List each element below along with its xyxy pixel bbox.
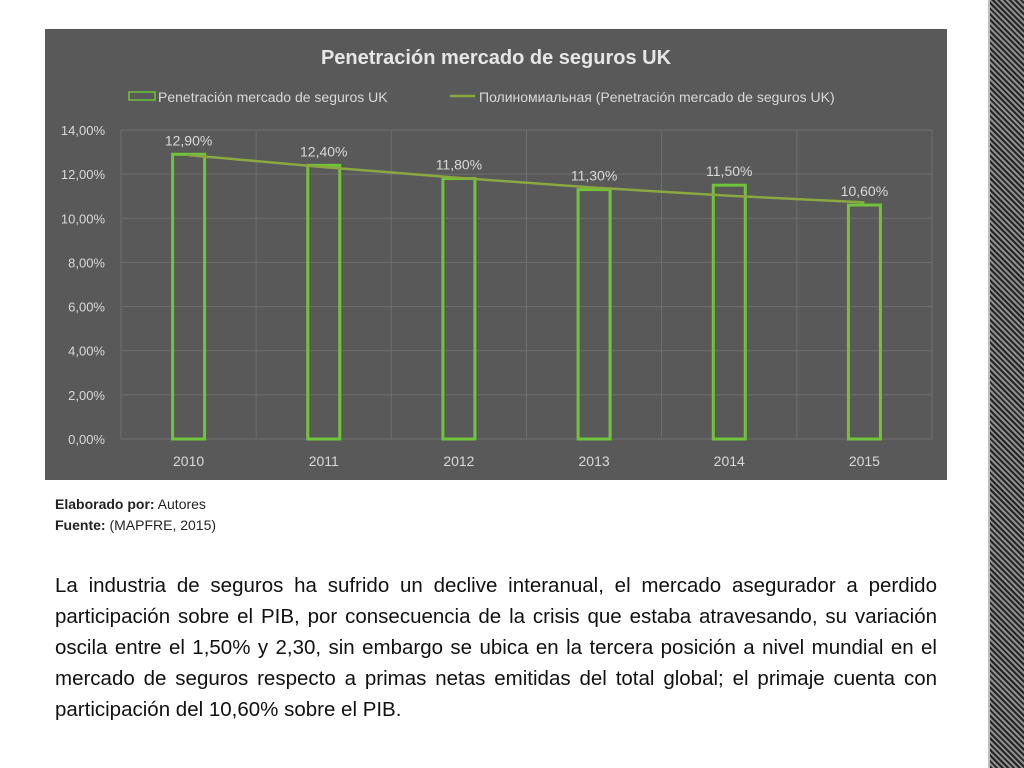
side-divider	[988, 0, 990, 768]
y-tick-label: 6,00%	[68, 300, 105, 315]
legend-bar-swatch	[128, 91, 156, 101]
y-tick-label: 4,00%	[68, 344, 105, 359]
bar-2010	[171, 152, 207, 441]
data-label-2011: 12,40%	[300, 143, 347, 159]
x-tick-label: 2010	[173, 453, 204, 469]
y-tick-label: 14,00%	[61, 123, 106, 138]
source-reference: Fuente: (MAPFRE, 2015)	[55, 517, 216, 533]
bar-2012	[441, 177, 477, 441]
data-label-2014: 11,50%	[706, 163, 752, 179]
y-tick-label: 0,00%	[68, 432, 105, 447]
source-author: Elaborado por: Autores	[55, 496, 206, 512]
data-label-2010: 12,90%	[165, 132, 212, 148]
x-tick-label: 2012	[443, 453, 474, 469]
x-tick-label: 2015	[849, 453, 880, 469]
y-tick-label: 8,00%	[68, 255, 105, 270]
y-tick-label: 12,00%	[61, 167, 106, 182]
legend: Penetración mercado de seguros UK Полино…	[128, 89, 835, 105]
x-tick-label: 2014	[714, 453, 745, 469]
bar-chart: Penetración mercado de seguros UK Penetr…	[61, 47, 933, 469]
bar-2011	[306, 163, 342, 441]
data-label-2012: 11,80%	[436, 157, 482, 173]
chart-container: Penetración mercado de seguros UK Penetr…	[45, 29, 947, 480]
data-label-2013: 11,30%	[571, 168, 617, 184]
y-tick-label: 2,00%	[68, 388, 105, 403]
chart-title: Penetración mercado de seguros UK	[321, 47, 672, 69]
body-paragraph: La industria de seguros ha sufrido un de…	[55, 574, 937, 721]
legend-trend-label: Полиномиальная (Penetración mercado de s…	[479, 89, 835, 105]
x-tick-label: 2013	[579, 453, 610, 469]
decorative-side-pattern	[990, 0, 1024, 768]
data-label-2015: 10,60%	[841, 183, 888, 199]
trendline	[188, 153, 865, 204]
legend-bar-label: Penetración mercado de seguros UK	[158, 89, 388, 105]
y-tick-label: 10,00%	[61, 211, 106, 226]
elaborado-label: Elaborado por:	[55, 496, 155, 512]
x-tick-label: 2011	[309, 453, 339, 469]
bar-2014	[711, 183, 747, 441]
elaborado-value: Autores	[154, 496, 206, 512]
fuente-value: (MAPFRE, 2015)	[105, 517, 217, 533]
fuente-label: Fuente:	[55, 517, 106, 533]
bar-2015	[846, 203, 882, 441]
bar-2013	[576, 188, 612, 441]
